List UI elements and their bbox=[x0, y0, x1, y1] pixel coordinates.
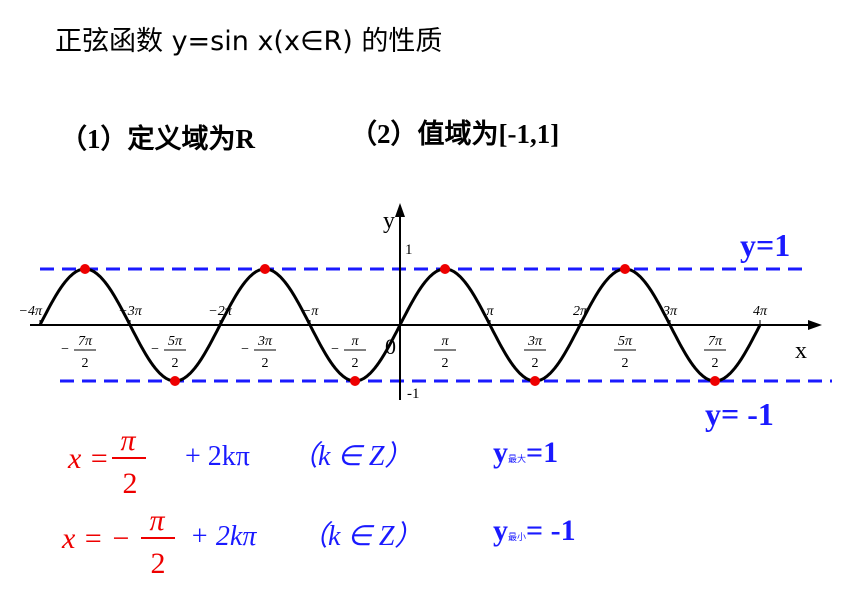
y: y bbox=[493, 514, 508, 547]
num: 7π bbox=[708, 334, 723, 349]
num: 7π bbox=[78, 334, 93, 349]
sine-curve bbox=[38, 267, 762, 383]
x-arrow bbox=[808, 320, 822, 330]
den: 2 bbox=[352, 356, 359, 371]
y-arrow bbox=[395, 203, 405, 217]
axis-label: x bbox=[795, 338, 807, 364]
extreme-point bbox=[710, 376, 720, 386]
formula: x = π 2 bbox=[67, 424, 146, 500]
den: 2 bbox=[172, 356, 179, 371]
den: 2 bbox=[442, 356, 449, 371]
val: =1 bbox=[526, 436, 558, 469]
sign: − bbox=[61, 342, 69, 357]
rest: + 2kπ bbox=[185, 441, 250, 472]
cond: （k ∈ Z） bbox=[300, 521, 422, 552]
num: 5π bbox=[168, 334, 183, 349]
axis-label: y bbox=[383, 208, 395, 234]
lhs: x = − bbox=[61, 522, 131, 555]
num: 5π bbox=[618, 334, 633, 349]
val: = -1 bbox=[526, 514, 576, 547]
num: π bbox=[149, 504, 165, 537]
sub: 最小 bbox=[508, 532, 526, 543]
y-tick-label: -1 bbox=[407, 386, 420, 402]
den: 2 bbox=[151, 547, 166, 580]
line-label: y= -1 bbox=[705, 396, 774, 432]
y: y最小= -1 bbox=[493, 514, 576, 547]
extreme-point bbox=[620, 264, 630, 274]
y: y最大=1 bbox=[493, 436, 558, 469]
x-tick-label: 4π bbox=[753, 304, 768, 319]
sign: − bbox=[151, 342, 159, 357]
num: π bbox=[351, 334, 359, 349]
lhs: x = bbox=[67, 442, 109, 475]
extreme-point bbox=[80, 264, 90, 274]
origin-label: 0 bbox=[385, 334, 396, 359]
sub: 最大 bbox=[508, 453, 526, 465]
x-tick-label: −π bbox=[302, 304, 319, 319]
x-tick-label: −4π bbox=[19, 304, 43, 319]
extreme-point bbox=[260, 264, 270, 274]
num: π bbox=[120, 424, 136, 457]
den: 2 bbox=[123, 467, 138, 500]
property: （1）定义域为R bbox=[60, 123, 255, 154]
sign: − bbox=[241, 342, 249, 357]
extreme-point bbox=[170, 376, 180, 386]
formula: x = − π 2 bbox=[61, 504, 175, 580]
den: 2 bbox=[82, 356, 89, 371]
den: 2 bbox=[532, 356, 539, 371]
extreme-point bbox=[350, 376, 360, 386]
x-tick-label: −2π bbox=[208, 304, 232, 319]
extreme-point bbox=[530, 376, 540, 386]
den: 2 bbox=[622, 356, 629, 371]
num: 3π bbox=[527, 334, 543, 349]
x-tick-label: π bbox=[486, 304, 494, 319]
line-label: y=1 bbox=[740, 227, 790, 263]
sign: − bbox=[331, 342, 339, 357]
rest: + 2kπ bbox=[190, 521, 257, 552]
num: 3π bbox=[257, 334, 273, 349]
y-tick-label: 1 bbox=[405, 242, 413, 258]
property: （2）值域为[-1,1] bbox=[350, 119, 559, 149]
extreme-point bbox=[440, 264, 450, 274]
x-tick-label: 2π bbox=[573, 304, 588, 319]
den: 2 bbox=[712, 356, 719, 371]
x-tick-label: −3π bbox=[118, 304, 142, 319]
cond: （k ∈ Z） bbox=[290, 441, 412, 472]
num: π bbox=[441, 334, 449, 349]
den: 2 bbox=[262, 356, 269, 371]
title: 正弦函数 y=sin x(x∈R) 的性质 bbox=[55, 26, 442, 57]
x-tick-label: 3π bbox=[662, 304, 678, 319]
y: y bbox=[493, 436, 508, 469]
